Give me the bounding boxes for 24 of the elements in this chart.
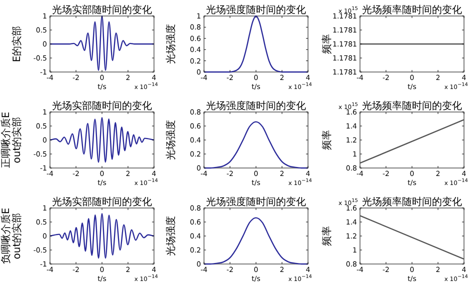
line-series (49, 15, 155, 71)
y-axis-title: 频率 (321, 34, 333, 54)
chart-title: 光场实部随时间的变化 (52, 196, 152, 208)
chart-title: 光场强度随时间的变化 (206, 4, 306, 16)
y-axis-title: E的实部 (11, 26, 23, 62)
line-series (203, 217, 309, 265)
y-axis-title: 光场强度 (165, 120, 177, 160)
y-axis-title: 负啁啾介质Eout的实部 (0, 208, 23, 264)
chart-title: 光场频率随时间的变化 (362, 196, 462, 208)
chart-title: 光场强度随时间的变化 (206, 100, 306, 112)
chart-title: 光场强度随时间的变化 (206, 196, 306, 208)
chart-title: 光场实部随时间的变化 (52, 4, 152, 16)
chart-title: 光场频率随时间的变化 (362, 100, 462, 112)
line-series (49, 117, 155, 163)
y-axis-title: 光场强度 (165, 24, 177, 64)
chart-title: 光场频率随时间的变化 (362, 4, 462, 16)
line-series (49, 213, 155, 259)
chart-title: 光场实部随时间的变化 (52, 100, 152, 112)
y-axis-title: 正啁啾介质Eout的实部 (0, 112, 23, 168)
y-axis-title: 频率 (321, 130, 333, 150)
line-series (203, 15, 309, 73)
y-axis-title: 频率 (321, 226, 333, 246)
y-axis-title: 光场强度 (165, 216, 177, 256)
line-series (203, 121, 309, 169)
